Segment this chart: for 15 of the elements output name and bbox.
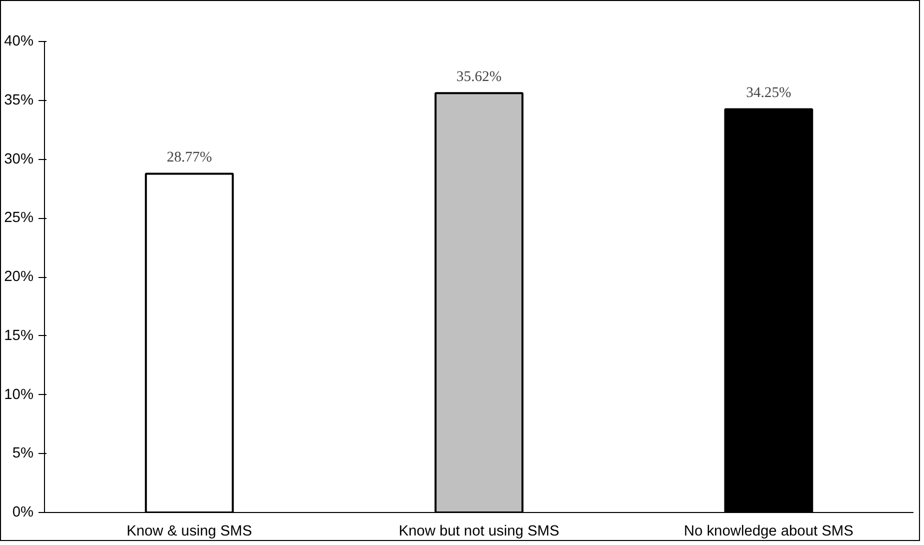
data-label: 35.62%: [456, 69, 502, 86]
x-tick-label: No knowledge about SMS: [684, 524, 854, 540]
data-label: 34.25%: [746, 85, 792, 102]
y-tick-label: 40%: [4, 34, 34, 50]
x-tick-label: Know & using SMS: [126, 524, 252, 540]
y-tick-label: 20%: [4, 269, 34, 285]
y-tick-label: 5%: [12, 446, 34, 462]
y-tick-label: 25%: [4, 210, 34, 226]
y-tick-label: 10%: [4, 386, 34, 403]
y-tick-label: 35%: [4, 92, 34, 108]
y-tick-label: 30%: [4, 151, 34, 168]
y-tick-label: 15%: [4, 328, 34, 344]
x-tick-label: Know but not using SMS: [398, 524, 560, 540]
y-tick-label: 0%: [12, 504, 34, 520]
data-label: 28.77%: [166, 150, 212, 166]
